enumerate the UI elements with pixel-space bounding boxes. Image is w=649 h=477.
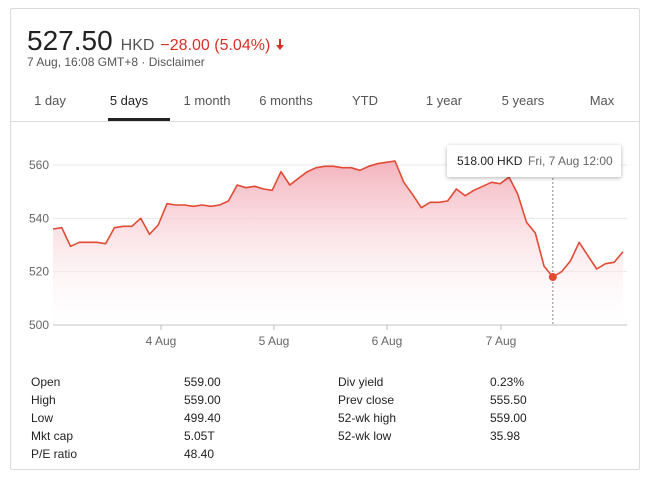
- stat-value-low: 499.40: [184, 411, 221, 425]
- quote-meta: 7 Aug, 16:08 GMT+8 · Disclaimer: [27, 55, 205, 69]
- quote-timestamp: 7 Aug, 16:08 GMT+8: [27, 55, 139, 69]
- stock-quote-card: 527.50 HKD −28.00 (5.04%) 7 Aug, 16:08 G…: [10, 8, 640, 470]
- price-change: −28.00 (5.04%): [160, 37, 271, 54]
- stat-value-pe-ratio: 48.40: [184, 447, 215, 461]
- stat-label-pe-ratio: P/E ratio: [31, 447, 78, 461]
- active-tab-indicator: [108, 118, 170, 121]
- tooltip-date: Fri, 7 Aug 12:00: [528, 154, 613, 168]
- stat-value-prev-close: 555.50: [490, 393, 527, 407]
- x-tick-label: 5 Aug: [259, 334, 290, 348]
- stat-label-low: Low: [31, 411, 54, 425]
- current-price: 527.50: [27, 25, 113, 56]
- y-tick-label: 560: [29, 158, 49, 172]
- y-tick-label: 500: [29, 318, 49, 332]
- tab-1-day[interactable]: 1 day: [34, 93, 66, 108]
- stat-label-div-yield: Div yield: [338, 375, 384, 389]
- tab-6-months[interactable]: 6 months: [259, 93, 313, 108]
- currency-label: HKD: [120, 37, 155, 54]
- price-header: 527.50 HKD −28.00 (5.04%): [27, 25, 285, 57]
- x-tick-label: 4 Aug: [146, 334, 177, 348]
- x-tick-label: 6 Aug: [372, 334, 403, 348]
- stat-label-high: High: [31, 393, 56, 407]
- highlight-point: [548, 273, 557, 281]
- price-line: [52, 160, 624, 278]
- stat-label-mkt-cap: Mkt cap: [31, 429, 74, 443]
- stat-value-mkt-cap: 5.05T: [184, 429, 215, 443]
- tab-1-year[interactable]: 1 year: [425, 93, 463, 108]
- range-tabs: 1 day 5 days 1 month 6 months YTD 1 year…: [11, 81, 639, 122]
- tab-5-days[interactable]: 5 days: [109, 93, 149, 108]
- y-tick-label: 540: [29, 211, 49, 225]
- stat-label-52wk-high: 52-wk high: [338, 411, 397, 425]
- tab-max[interactable]: Max: [589, 93, 615, 108]
- tab-1-month[interactable]: 1 month: [183, 93, 231, 108]
- price-chart[interactable]: 560 540 520 500 4 Aug 5 Aug 6 Aug 7 Aug: [11, 122, 639, 362]
- stat-value-div-yield: 0.23%: [490, 375, 525, 389]
- disclaimer-link[interactable]: Disclaimer: [148, 55, 205, 69]
- stat-label-52wk-low: 52-wk low: [338, 429, 392, 443]
- y-tick-label: 520: [29, 265, 49, 279]
- tab-5-years[interactable]: 5 years: [501, 93, 545, 108]
- stat-value-52wk-low: 35.98: [490, 429, 521, 443]
- tab-ytd[interactable]: YTD: [352, 93, 378, 108]
- price-area: [53, 161, 623, 325]
- x-tick-label: 7 Aug: [486, 334, 517, 348]
- stat-label-prev-close: Prev close: [338, 393, 395, 407]
- meta-separator: ·: [141, 55, 146, 69]
- chart-tooltip: 518.00 HKD Fri, 7 Aug 12:00: [447, 145, 621, 177]
- arrow-down-icon: [275, 37, 285, 53]
- stat-value-open: 559.00: [184, 375, 221, 389]
- stat-label-open: Open: [31, 375, 61, 389]
- stat-value-high: 559.00: [184, 393, 221, 407]
- stat-value-52wk-high: 559.00: [490, 411, 527, 425]
- key-stats: Open 559.00 High 559.00 Low 499.40 Mkt c…: [11, 369, 639, 461]
- tooltip-price: 518.00 HKD: [457, 154, 523, 168]
